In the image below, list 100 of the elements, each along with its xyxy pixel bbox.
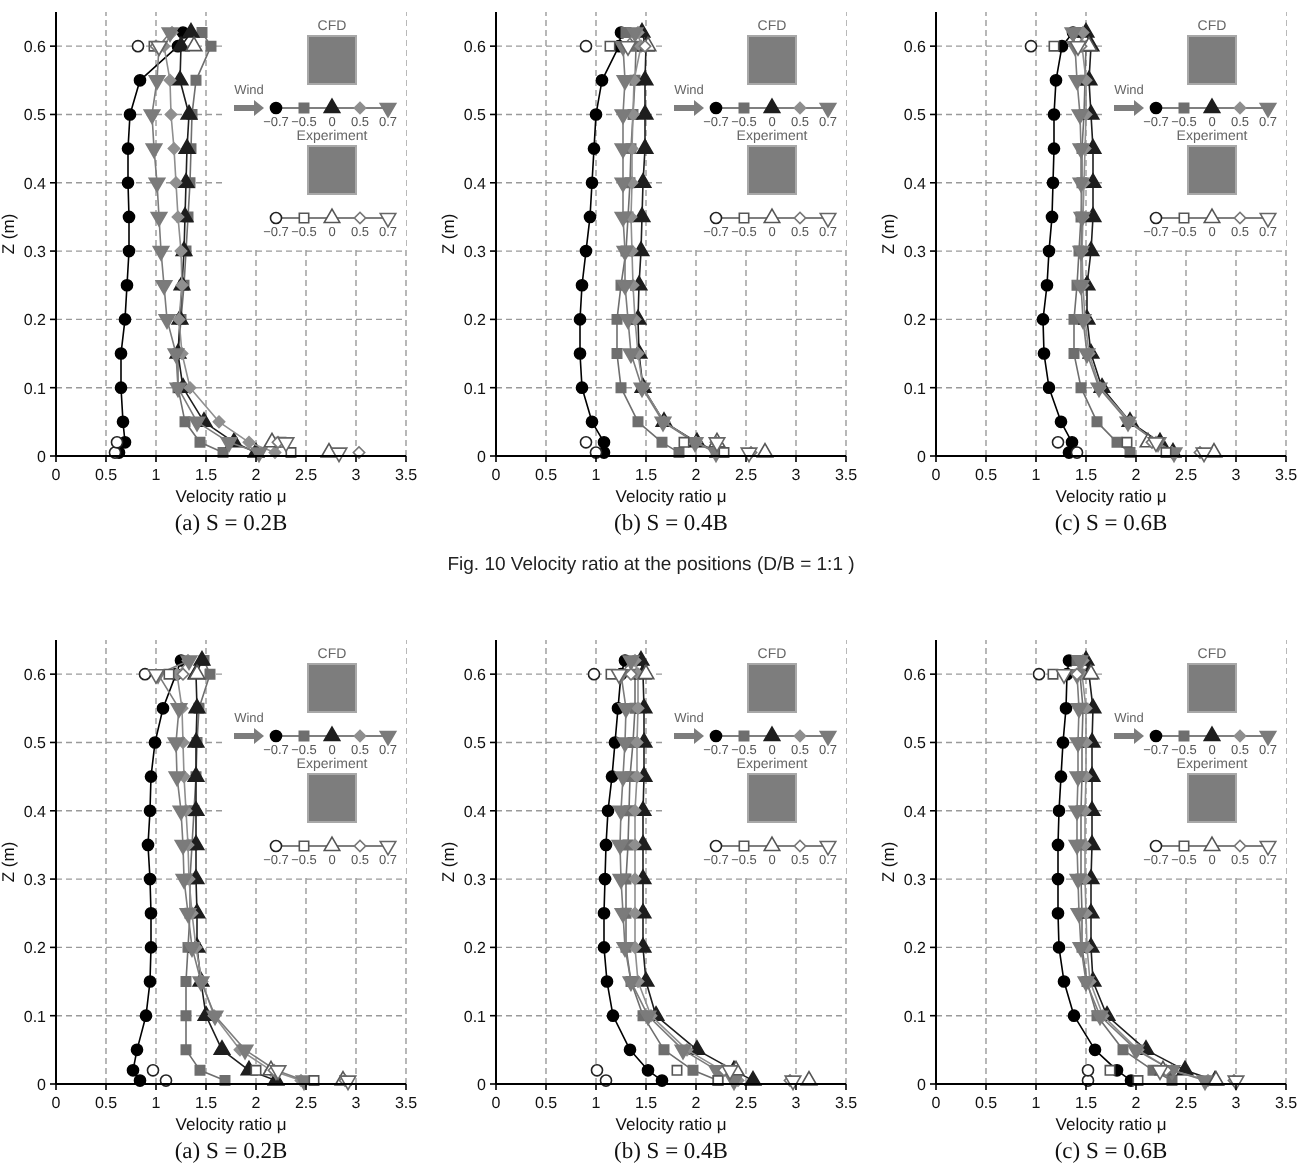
y-tick-label: 0.2 (463, 939, 488, 958)
x-axis-title: Velocity ratio μ (175, 486, 287, 506)
y-tick-label: 0.6 (23, 38, 48, 57)
y-tick-label: 0.5 (903, 106, 928, 125)
y-tick-label: 0.1 (23, 379, 48, 398)
y-axis-title: Z (m) (438, 213, 458, 255)
x-axis-title: Velocity ratio μ (1055, 1114, 1167, 1134)
x-tick-label: 2.5 (1174, 1094, 1199, 1112)
y-tick-label: 0.5 (463, 106, 488, 125)
text: (c) S = 0.6B (1054, 1140, 1168, 1164)
x-tick-label: 3 (791, 1094, 802, 1112)
x-tick-label: 2.5 (294, 466, 319, 484)
y-tick-label: 0 (917, 448, 928, 466)
x-axis-title: Velocity ratio μ (175, 1114, 287, 1134)
x-axis-title: Velocity ratio μ (615, 1114, 727, 1134)
y-tick-label: 0.2 (903, 939, 928, 958)
x-tick-label: 1 (1031, 466, 1042, 484)
y-tick-label: 0.6 (23, 666, 48, 685)
x-tick-label: 3.5 (1274, 466, 1299, 484)
x-tick-label: 3 (351, 466, 362, 484)
x-tick-label: 2.5 (1174, 466, 1199, 484)
caption: Fig. 10 Velocity ratio at the positions (D/B = 1:1 ) (447, 554, 855, 576)
y-tick-label: 0 (37, 1076, 48, 1094)
x-tick-label: 2 (251, 1094, 262, 1112)
x-tick-label: 2.5 (734, 466, 759, 484)
y-tick-label: 0.1 (23, 1007, 48, 1026)
y-tick-label: 0.6 (903, 38, 928, 57)
y-tick-label: 0.3 (463, 243, 488, 262)
y-tick-label: 0.3 (463, 871, 488, 890)
y-tick-label: 0.3 (23, 243, 48, 262)
y-tick-label: 0.1 (463, 379, 488, 398)
y-tick-label: 0.1 (903, 379, 928, 398)
y-tick-label: 0.6 (463, 38, 488, 57)
x-tick-label: 2 (251, 466, 262, 484)
x-tick-label: 0.5 (974, 1094, 999, 1112)
y-tick-label: 0.4 (463, 802, 488, 821)
x-tick-label: 1 (151, 466, 162, 484)
y-axis-title: Z (m) (878, 213, 898, 255)
y-tick-label: 0 (477, 448, 488, 466)
y-axis-title: Z (m) (0, 841, 18, 883)
x-tick-label: 0.5 (94, 466, 119, 484)
y-tick-label: 0.6 (903, 666, 928, 685)
x-tick-label: 2.5 (734, 1094, 759, 1112)
x-tick-label: 1.5 (194, 1094, 219, 1112)
x-tick-label: 3 (1231, 466, 1242, 484)
y-tick-label: 0.4 (463, 174, 488, 193)
text: (b) S = 0.4B (614, 512, 729, 536)
y-axis-title: Z (m) (438, 841, 458, 883)
y-tick-label: 0.4 (903, 174, 928, 193)
y-tick-label: 0.5 (903, 734, 928, 753)
x-tick-label: 3 (351, 1094, 362, 1112)
y-tick-label: 0.6 (463, 666, 488, 685)
y-tick-label: 0.1 (463, 1007, 488, 1026)
x-tick-label: 0 (491, 466, 502, 484)
x-tick-label: 2 (1131, 1094, 1142, 1112)
text: (a) S = 0.2B (174, 512, 288, 536)
x-tick-label: 0.5 (534, 1094, 559, 1112)
x-tick-label: 2 (691, 466, 702, 484)
x-tick-label: 3.5 (394, 466, 419, 484)
y-tick-label: 0.2 (23, 311, 48, 330)
text: (c) S = 0.6B (1054, 512, 1168, 536)
x-tick-label: 1.5 (1074, 466, 1099, 484)
x-tick-label: 0.5 (94, 1094, 119, 1112)
x-tick-label: 0 (931, 1094, 942, 1112)
x-tick-label: 1.5 (634, 1094, 659, 1112)
x-tick-label: 0.5 (534, 466, 559, 484)
x-tick-label: 1 (591, 1094, 602, 1112)
x-tick-label: 0 (931, 466, 942, 484)
y-tick-label: 0.4 (23, 802, 48, 821)
x-tick-label: 3 (791, 466, 802, 484)
x-tick-label: 3.5 (834, 1094, 859, 1112)
x-tick-label: 1.5 (1074, 1094, 1099, 1112)
x-tick-label: 1 (591, 466, 602, 484)
y-tick-label: 0.2 (903, 311, 928, 330)
y-tick-label: 0.1 (903, 1007, 928, 1026)
y-tick-label: 0 (917, 1076, 928, 1094)
y-tick-label: 0.5 (23, 734, 48, 753)
x-tick-label: 1 (1031, 1094, 1042, 1112)
y-tick-label: 0.2 (463, 311, 488, 330)
x-axis-title: Velocity ratio μ (1055, 486, 1167, 506)
text: (b) S = 0.4B (614, 1140, 729, 1164)
y-tick-label: 0.3 (903, 871, 928, 890)
x-tick-label: 3 (1231, 1094, 1242, 1112)
y-tick-label: 0.5 (463, 734, 488, 753)
x-tick-label: 3.5 (394, 1094, 419, 1112)
x-tick-label: 1.5 (194, 466, 219, 484)
y-tick-label: 0 (477, 1076, 488, 1094)
x-tick-label: 1.5 (634, 466, 659, 484)
x-tick-label: 3.5 (834, 466, 859, 484)
x-tick-label: 0.5 (974, 466, 999, 484)
x-tick-label: 2 (691, 1094, 702, 1112)
x-tick-label: 2.5 (294, 1094, 319, 1112)
y-tick-label: 0.3 (903, 243, 928, 262)
x-tick-label: 3.5 (1274, 1094, 1299, 1112)
y-tick-label: 0.4 (23, 174, 48, 193)
x-tick-label: 0 (491, 1094, 502, 1112)
y-axis-title: Z (m) (0, 213, 18, 255)
x-tick-label: 2 (1131, 466, 1142, 484)
x-axis-title: Velocity ratio μ (615, 486, 727, 506)
text: (a) S = 0.2B (174, 1140, 288, 1164)
